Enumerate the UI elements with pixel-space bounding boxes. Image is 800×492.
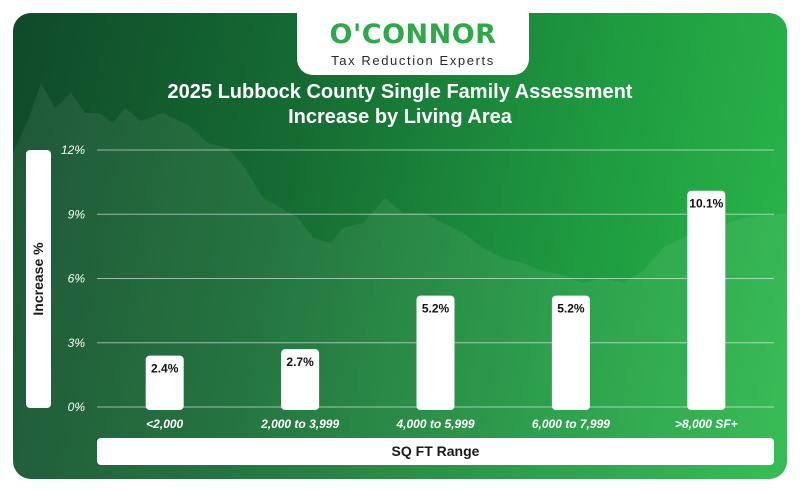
chart-title-line-2: Increase by Living Area <box>288 106 512 128</box>
chart-card: O'CONNOR Tax Reduction Experts <box>13 13 787 479</box>
x-tick-label: 6,000 to 7,999 <box>532 417 610 431</box>
bar <box>551 295 590 410</box>
y-tick-label: 12% <box>61 143 85 157</box>
x-axis-label: SQ FT Range <box>391 443 480 459</box>
y-tick-labels: 0% 3% 6% 9% 12% <box>61 143 85 414</box>
x-tick-labels: <2,000 2,000 to 3,999 4,000 to 5,999 6,000 … <box>146 417 737 431</box>
bar-value-label: 2.4% <box>151 362 179 376</box>
y-tick-label: 3% <box>68 336 86 350</box>
y-axis-label-box <box>26 150 51 408</box>
x-axis-label-box: SQ FT Range <box>97 438 774 465</box>
bar <box>416 295 455 410</box>
bar-value-label: 5.2% <box>557 302 585 316</box>
x-tick-label: >8,000 SF+ <box>675 417 738 431</box>
bar <box>281 349 320 410</box>
y-tick-label: 0% <box>68 400 86 414</box>
brand-logo: O'CONNOR Tax Reduction Experts <box>297 13 529 75</box>
chart-title-line-1: 2025 Lubbock County Single Family Assess… <box>167 81 633 103</box>
brand-tagline: Tax Reduction Experts <box>331 53 495 68</box>
brand-name: O'CONNOR <box>329 19 497 50</box>
background-decoration <box>13 83 787 479</box>
chart-title: 2025 Lubbock County Single Family Assess… <box>90 80 710 130</box>
y-tick-label: 6% <box>68 272 86 286</box>
bar <box>687 190 726 410</box>
bar-value-label: 10.1% <box>689 197 723 211</box>
bar-value-label: 5.2% <box>422 302 450 316</box>
bar <box>145 355 184 410</box>
x-tick-label: <2,000 <box>146 417 183 431</box>
bars: 2.4% 2.7% 5.2% 5.2% 10.1% <box>145 190 726 410</box>
y-tick-label: 9% <box>68 207 86 221</box>
x-tick-label: 4,000 to 5,999 <box>395 417 474 431</box>
x-tick-label: 2,000 to 3,999 <box>260 417 339 431</box>
bar-value-label: 2.7% <box>286 355 314 369</box>
